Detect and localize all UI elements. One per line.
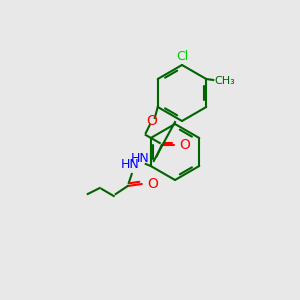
Text: Cl: Cl — [176, 50, 188, 63]
Text: O: O — [179, 138, 190, 152]
Text: HN: HN — [131, 152, 150, 166]
Text: O: O — [146, 114, 157, 128]
Text: HN: HN — [121, 158, 140, 170]
Text: O: O — [147, 177, 158, 191]
Text: CH₃: CH₃ — [214, 76, 235, 86]
